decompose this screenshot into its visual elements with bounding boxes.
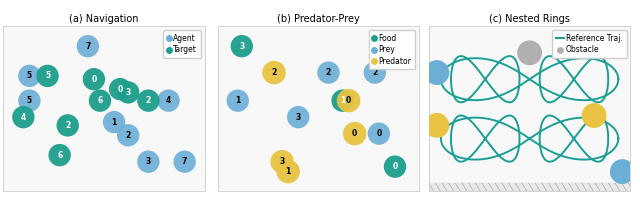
Point [277, 160, 287, 163]
Point [19, 115, 29, 119]
Text: 0: 0 [346, 96, 351, 105]
Text: 6: 6 [97, 96, 102, 105]
Legend: Food, Prey, Predator: Food, Prey, Predator [369, 30, 415, 70]
Point [283, 170, 293, 173]
Text: 1: 1 [340, 96, 345, 105]
Text: 0: 0 [92, 75, 97, 84]
Text: 2: 2 [65, 121, 70, 130]
Text: 2: 2 [372, 68, 378, 77]
Point [390, 165, 400, 169]
Point [179, 160, 190, 163]
Point [54, 153, 65, 157]
Text: 3: 3 [280, 157, 285, 166]
Text: 6: 6 [57, 151, 62, 160]
Title: (b) Predator-Prey: (b) Predator-Prey [277, 14, 360, 24]
Text: 0: 0 [352, 129, 357, 138]
Point [115, 87, 125, 91]
Title: (c) Nested Rings: (c) Nested Rings [489, 14, 570, 24]
Point [89, 77, 99, 81]
Text: 7: 7 [85, 42, 90, 51]
Point [163, 99, 173, 102]
Point [42, 74, 52, 78]
Text: 5: 5 [27, 96, 32, 105]
Text: 2: 2 [271, 68, 276, 77]
Point [83, 44, 93, 48]
Point [337, 99, 348, 102]
Text: 0: 0 [118, 85, 123, 94]
Text: 2: 2 [146, 96, 151, 105]
Point [24, 74, 35, 78]
Point [233, 99, 243, 102]
Point [293, 115, 303, 119]
Point [374, 132, 384, 135]
Text: 2: 2 [125, 131, 131, 140]
Point [344, 99, 354, 102]
Point [143, 160, 154, 163]
Point [123, 91, 133, 94]
Point [95, 99, 105, 102]
Point [237, 44, 247, 48]
Text: 1: 1 [235, 96, 241, 105]
Title: (a) Navigation: (a) Navigation [69, 14, 139, 24]
Point [525, 51, 535, 55]
Point [589, 114, 599, 117]
Text: 1: 1 [111, 118, 116, 126]
Point [143, 99, 154, 102]
Text: 3: 3 [239, 42, 244, 51]
Legend: Agent, Target: Agent, Target [163, 30, 201, 58]
Text: 5: 5 [27, 72, 32, 80]
Text: 3: 3 [125, 88, 131, 97]
Text: 2: 2 [326, 68, 331, 77]
Text: 0: 0 [392, 162, 397, 171]
Legend: Reference Traj., Obstacle: Reference Traj., Obstacle [552, 30, 627, 58]
Text: 4: 4 [20, 113, 26, 122]
Text: 7: 7 [182, 157, 188, 166]
Text: 3: 3 [296, 113, 301, 122]
Text: 3: 3 [146, 157, 151, 166]
Point [269, 71, 279, 74]
Point [349, 132, 360, 135]
Point [109, 120, 119, 124]
Point [432, 124, 442, 127]
Point [24, 99, 35, 102]
Text: 0: 0 [376, 129, 381, 138]
Point [617, 170, 627, 173]
Point [63, 124, 73, 127]
Point [432, 71, 442, 74]
Point [370, 71, 380, 74]
Point [323, 71, 333, 74]
Text: 1: 1 [285, 167, 291, 176]
Text: 4: 4 [166, 96, 171, 105]
Point [123, 134, 133, 137]
Bar [429, 183, 630, 191]
Text: 5: 5 [45, 72, 50, 80]
